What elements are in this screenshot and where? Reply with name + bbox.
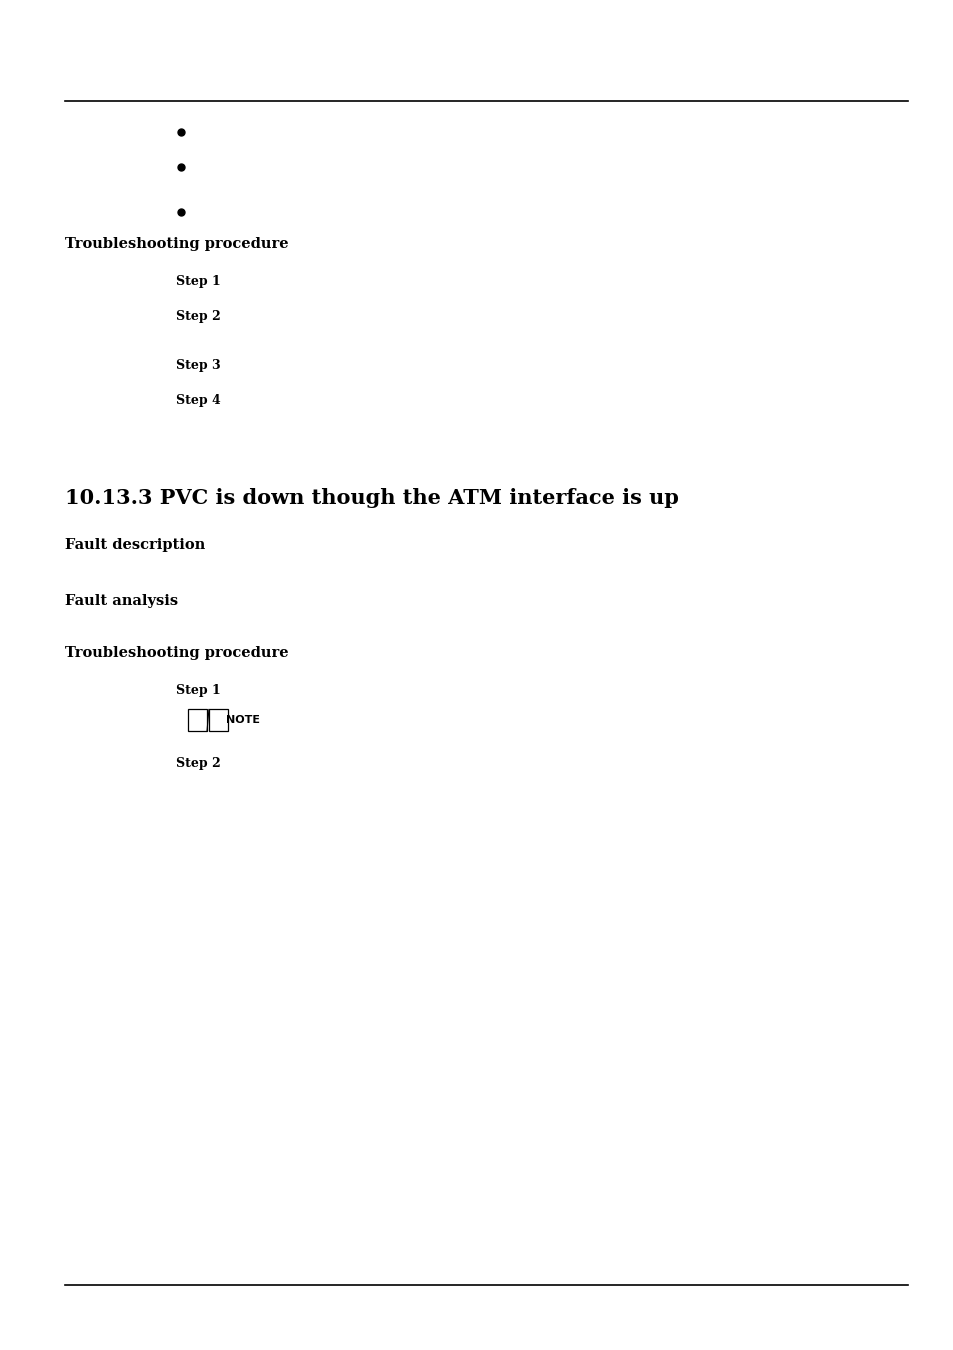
Text: Step 4: Step 4 <box>176 394 221 406</box>
Text: Step 2: Step 2 <box>176 310 221 323</box>
Text: Fault description: Fault description <box>65 539 205 552</box>
Text: Fault analysis: Fault analysis <box>65 594 178 608</box>
Text: Troubleshooting procedure: Troubleshooting procedure <box>65 238 288 251</box>
Text: Step 1: Step 1 <box>176 684 221 697</box>
FancyBboxPatch shape <box>209 710 228 732</box>
Text: Troubleshooting procedure: Troubleshooting procedure <box>65 647 288 660</box>
Text: 10.13.3 PVC is down though the ATM interface is up: 10.13.3 PVC is down though the ATM inter… <box>65 487 678 508</box>
FancyBboxPatch shape <box>188 710 207 732</box>
Text: NOTE: NOTE <box>226 716 260 725</box>
Text: Step 1: Step 1 <box>176 275 221 288</box>
Text: Step 3: Step 3 <box>176 359 221 371</box>
Text: Step 2: Step 2 <box>176 757 221 769</box>
